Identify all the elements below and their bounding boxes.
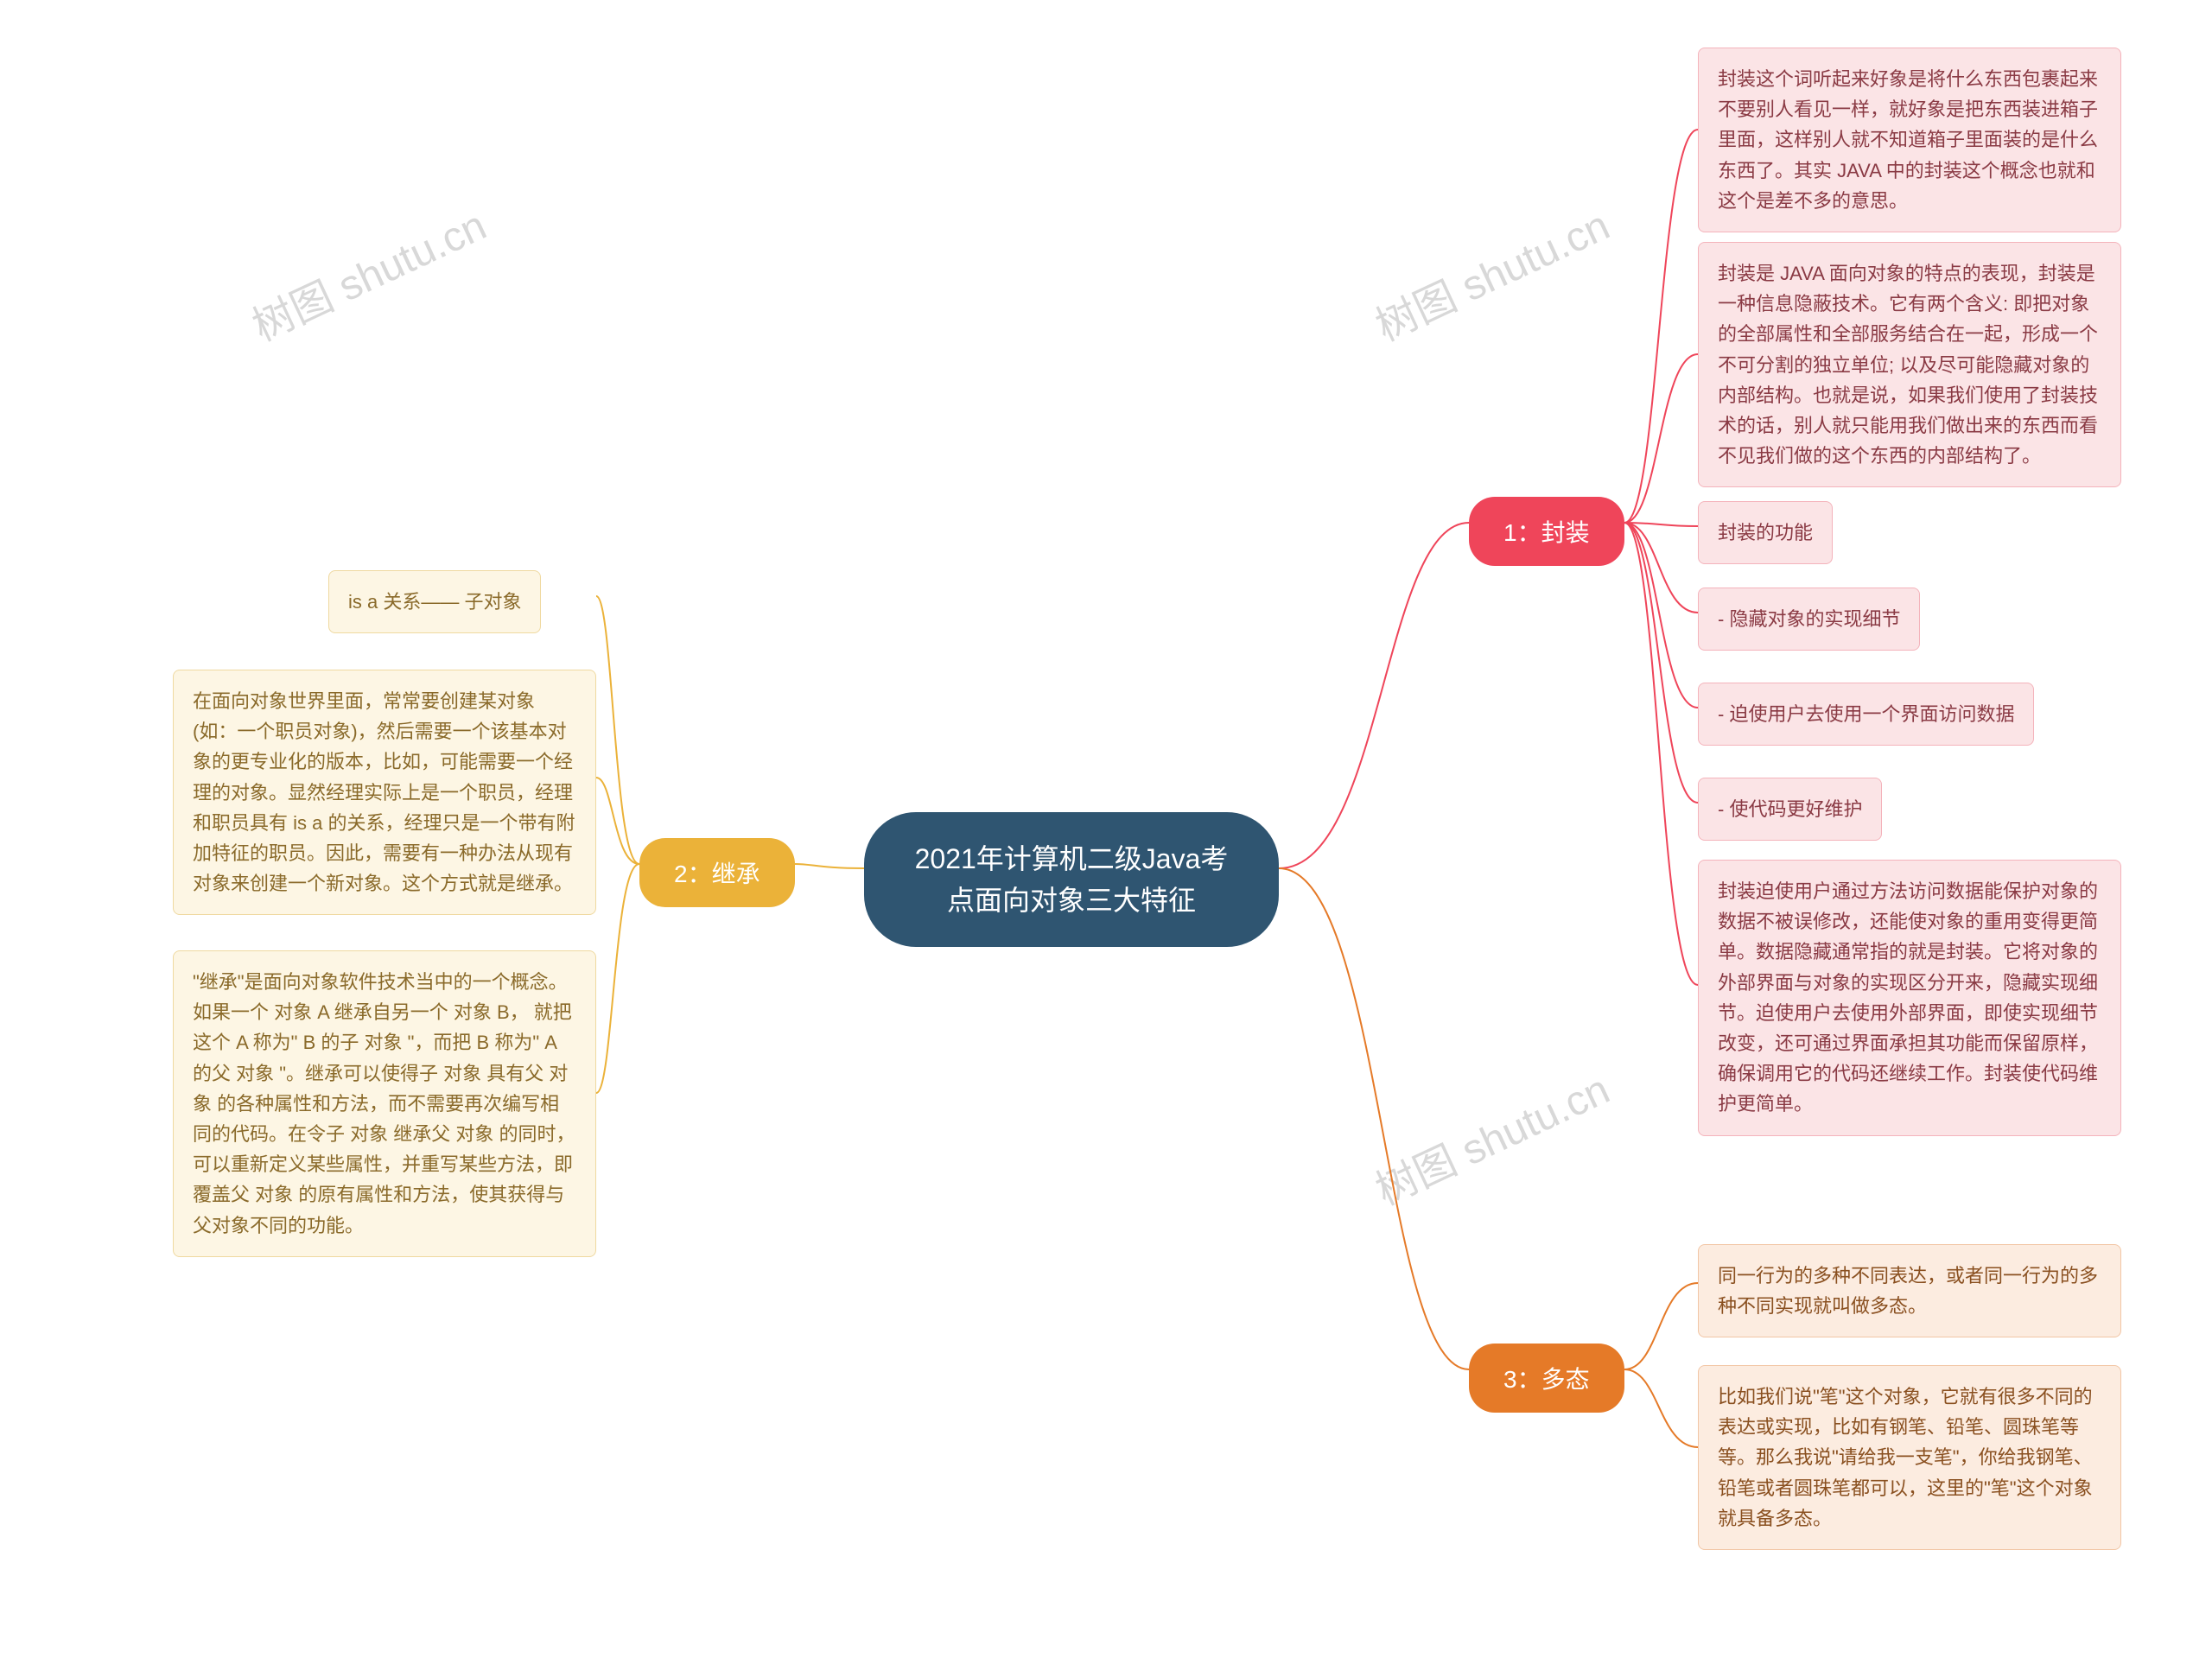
branch-inheritance[interactable]: 2：继承 [639,838,795,907]
leaf-enc-7[interactable]: 封装迫使用户通过方法访问数据能保护对象的数据不被误修改，还能使对象的重用变得更简… [1698,860,2121,1136]
leaf-enc-1[interactable]: 封装这个词听起来好象是将什么东西包裹起来不要别人看见一样，就好象是把东西装进箱子… [1698,48,2121,232]
leaf-enc-6[interactable]: - 使代码更好维护 [1698,778,1882,841]
leaf-poly-1[interactable]: 同一行为的多种不同表达，或者同一行为的多种不同实现就叫做多态。 [1698,1244,2121,1337]
watermark: 树图 shutu.cn [1364,1056,1618,1217]
branch-encapsulation[interactable]: 1：封装 [1469,497,1624,566]
watermark: 树图 shutu.cn [241,192,494,353]
leaf-inh-2[interactable]: 在面向对象世界里面，常常要创建某对象(如：一个职员对象)，然后需要一个该基本对象… [173,670,596,915]
leaf-inh-3[interactable]: "继承"是面向对象软件技术当中的一个概念。 如果一个 对象 A 继承自另一个 对… [173,950,596,1257]
center-node[interactable]: 2021年计算机二级Java考点面向对象三大特征 [864,812,1279,947]
branch-polymorphism[interactable]: 3：多态 [1469,1344,1624,1413]
leaf-enc-4[interactable]: - 隐藏对象的实现细节 [1698,588,1920,651]
watermark: 树图 shutu.cn [1364,192,1618,353]
leaf-enc-3[interactable]: 封装的功能 [1698,501,1833,564]
leaf-inh-1[interactable]: is a 关系—— 子对象 [328,570,541,633]
leaf-enc-5[interactable]: - 迫使用户去使用一个界面访问数据 [1698,683,2034,746]
leaf-poly-2[interactable]: 比如我们说"笔"这个对象，它就有很多不同的表达或实现，比如有钢笔、铅笔、圆珠笔等… [1698,1365,2121,1550]
leaf-enc-2[interactable]: 封装是 JAVA 面向对象的特点的表现，封装是一种信息隐蔽技术。它有两个含义: … [1698,242,2121,487]
